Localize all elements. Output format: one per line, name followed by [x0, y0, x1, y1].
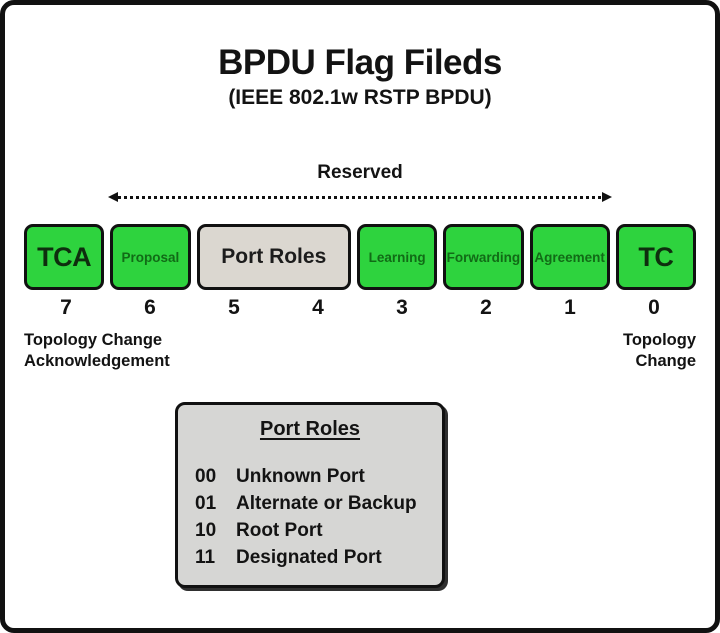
legend-entry-code: 10	[195, 520, 217, 542]
caption-line: Change	[635, 352, 696, 371]
captions-row: Topology Change Acknowledgement Topology C…	[24, 330, 696, 372]
port-roles-legend: Port Roles 00 Unknown Port 01 Alternate or …	[175, 402, 445, 589]
caption-line: Topology	[622, 331, 696, 349]
legend-entry-code: 00	[195, 466, 217, 488]
flag-box-tca: TCA	[24, 224, 105, 290]
flag-box-label: Proposal	[121, 249, 180, 265]
bit-field-diagram: Reserved TCA Proposal Port Roles Learning Fo…	[24, 162, 696, 372]
dotted-arrow-line	[118, 195, 602, 199]
legend-entry: 00 Unknown Port	[195, 463, 442, 490]
flag-box-label: Agreement	[534, 249, 605, 265]
flag-box-learning: Learning	[357, 224, 438, 290]
legend-entry: 01 Alternate or Backup	[195, 490, 442, 517]
flag-box-agreement: Agreement	[529, 224, 610, 290]
caption-topology-change: Topology Change	[623, 330, 696, 372]
bit-number-1: 1	[564, 296, 576, 319]
bit-number-7: 7	[60, 296, 72, 319]
bit-number-0: 0	[648, 296, 660, 319]
legend-entry-label: Root Port	[236, 520, 323, 542]
bit-number-3: 3	[396, 296, 408, 319]
legend-entry: 11 Designated Port	[195, 544, 442, 571]
flag-box-label: Learning	[368, 249, 426, 265]
legend-entries: 00 Unknown Port 01 Alternate or Backup 10 Roo…	[178, 463, 442, 571]
bit-number-5: 5	[228, 296, 240, 319]
flag-box-label: TCA	[37, 241, 92, 272]
reserved-label: Reserved	[317, 162, 403, 183]
legend-entry-label: Unknown Port	[236, 466, 365, 488]
flag-box-forwarding: Forwarding	[443, 224, 524, 290]
caption-line: Acknowledgement	[24, 352, 170, 371]
flag-box-port-roles: Port Roles	[196, 224, 351, 290]
flag-box-label: TC	[638, 241, 674, 272]
legend-entry-code: 01	[195, 493, 217, 515]
legend-entry-code: 11	[195, 547, 216, 569]
bit-number-6: 6	[144, 296, 156, 319]
flag-box-proposal: Proposal	[110, 224, 191, 290]
legend-entry-label: Alternate or Backup	[236, 493, 417, 515]
reserved-arrow	[108, 192, 612, 202]
bit-number-4: 4	[312, 296, 324, 319]
legend-entry: 10 Root Port	[195, 517, 442, 544]
arrow-right-head-icon	[602, 192, 612, 202]
bit-number-2: 2	[480, 296, 492, 319]
legend-entry-label: Designated Port	[236, 547, 382, 569]
legend-title: Port Roles	[259, 418, 361, 441]
page-subtitle: (IEEE 802.1w RSTP BPDU)	[228, 86, 492, 109]
bit-numbers-row: 7 6 5 4 3 2 1 0	[24, 296, 696, 320]
caption-topology-change-acknowledgement: Topology Change Acknowledgement	[24, 330, 170, 372]
flag-box-tc: TC	[615, 224, 696, 290]
arrow-left-head-icon	[108, 192, 118, 202]
flag-box-label: Forwarding	[446, 249, 521, 265]
caption-line: Topology Change	[24, 331, 163, 349]
flag-boxes-row: TCA Proposal Port Roles Learning Forwarding A…	[24, 224, 696, 290]
page-title: BPDU Flag Fileds	[218, 43, 502, 82]
flag-box-label: Port Roles	[221, 245, 327, 268]
